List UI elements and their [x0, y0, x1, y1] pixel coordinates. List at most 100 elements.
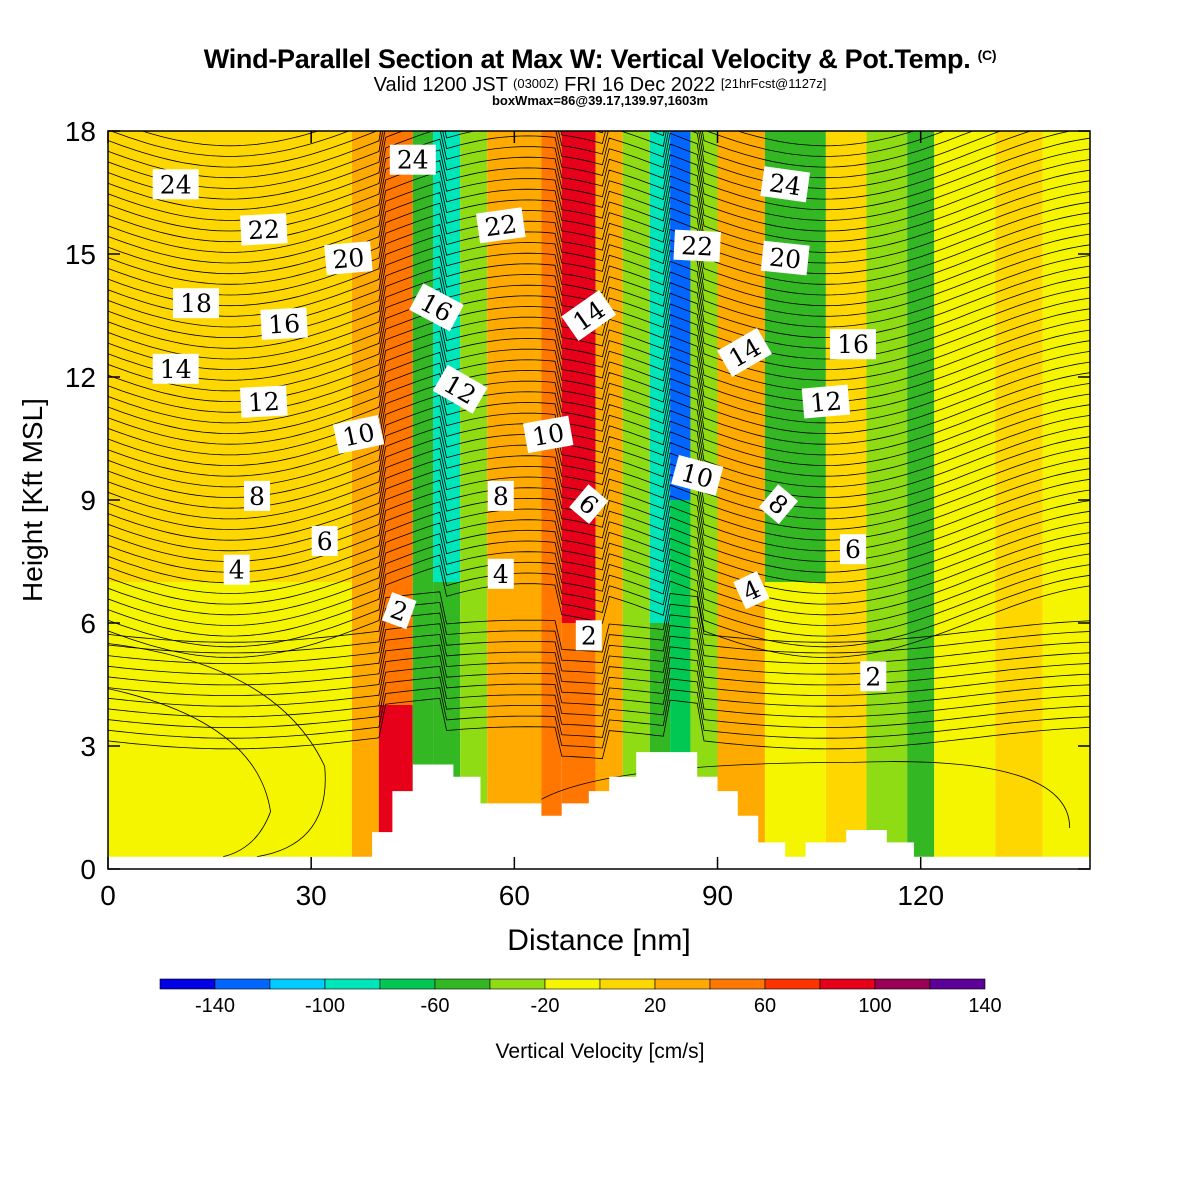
theta-contour	[108, 131, 1090, 211]
colorbar-swatch	[214, 978, 271, 990]
theta-contour	[108, 159, 1090, 253]
theta-contour	[108, 181, 1090, 275]
theta-contour	[108, 501, 1090, 594]
colorbar-tick-label: -20	[531, 995, 560, 1017]
theta-label-box	[432, 364, 488, 414]
theta-label-box	[487, 558, 514, 589]
theta-label-box	[332, 414, 385, 454]
theta-label-text: 10	[530, 418, 566, 452]
theta-label: 24	[152, 169, 199, 200]
velocity-cell	[825, 131, 867, 869]
theta-label-box	[244, 480, 270, 511]
theta-label-box	[522, 415, 574, 454]
x-tick-label: 0	[100, 880, 116, 911]
terrain-profile	[108, 752, 1090, 869]
y-tick-label: 15	[65, 239, 96, 270]
y-tick-label: 18	[65, 116, 96, 147]
theta-contour	[108, 202, 1090, 296]
theta-label-text: 2	[865, 662, 881, 691]
theta-contour	[108, 676, 1090, 738]
theta-label-box	[223, 554, 250, 585]
theta-label-text: 22	[681, 231, 714, 262]
theta-labels: 2422201816141210864224161222108461422210…	[152, 144, 887, 692]
theta-label: 10	[332, 414, 385, 454]
utc-time: (0300Z)	[513, 76, 559, 91]
theta-contour	[108, 373, 1090, 467]
theta-label: 2	[575, 620, 602, 651]
colorbar-swatch	[269, 978, 326, 990]
theta-label: 4	[733, 571, 770, 610]
theta-label-text: 22	[483, 209, 519, 242]
theta-label: 8	[487, 480, 514, 511]
theta-label-text: 8	[249, 482, 265, 511]
y-tick-label: 12	[65, 362, 96, 393]
y-axis-label: Height [Kft MSL]	[17, 398, 48, 602]
theta-label-text: 8	[493, 482, 509, 511]
theta-label-box	[152, 353, 199, 384]
theta-label: 20	[324, 241, 373, 276]
theta-contour	[108, 383, 1090, 477]
theta-contour	[108, 415, 1090, 509]
colorbar-swatch	[929, 978, 986, 990]
forecast-info: [21hrFcst@1127z]	[720, 76, 827, 91]
theta-contour	[108, 341, 1090, 435]
theta-label: 22	[475, 207, 526, 244]
theta-contour	[140, 131, 915, 147]
colorbar-swatch	[379, 978, 436, 990]
theta-label-text: 24	[767, 168, 803, 201]
theta-label-text: 14	[160, 355, 192, 384]
velocity-cell	[907, 131, 935, 869]
theta-label-box	[760, 166, 811, 203]
colorbar-swatch	[874, 978, 931, 990]
theta-contour	[108, 426, 1090, 520]
theta-label-box	[673, 229, 721, 262]
theta-label-box	[409, 283, 464, 332]
colorbar-label: Vertical Velocity [cm/s]	[496, 1040, 705, 1063]
colorbar-swatch	[764, 978, 821, 990]
theta-label-text: 12	[247, 387, 280, 418]
theta-label-box	[830, 329, 876, 360]
theta-label: 10	[671, 454, 724, 496]
y-tick-label: 0	[80, 854, 96, 885]
terrain	[108, 752, 1090, 869]
velocity-cell	[622, 131, 650, 869]
theta-contour	[108, 394, 1090, 488]
theta-label: 2	[381, 592, 417, 630]
theta-label-box	[760, 240, 810, 276]
theta-label: 8	[244, 480, 270, 511]
theta-label-box	[324, 241, 373, 276]
theta-label-text: 2	[581, 621, 597, 650]
colorbar-swatch	[819, 978, 876, 990]
theta-label: 2	[860, 661, 887, 692]
theta-label-text: 4	[229, 556, 245, 585]
theta-label: 10	[522, 415, 574, 454]
theta-label: 12	[240, 385, 288, 418]
y-tick-label: 9	[80, 485, 96, 516]
theta-contour	[108, 655, 1090, 717]
theta-contour	[108, 697, 1090, 760]
colorbar-tick-label: -100	[305, 995, 345, 1017]
theta-contour	[108, 351, 1090, 445]
velocity-cell	[412, 131, 434, 869]
theta-contour	[108, 490, 1090, 584]
axes: 0 30 60 90 120 0 3 6 9 12 15 18 Distance [nm] Height …	[17, 116, 1090, 957]
theta-contour	[108, 612, 1090, 674]
theta-contour	[108, 591, 1090, 653]
theta-contour	[108, 131, 1032, 189]
theta-label: 6	[311, 526, 338, 556]
colorbar-swatch	[434, 978, 491, 990]
theta-label-box	[569, 484, 609, 524]
velocity-cell	[995, 131, 1043, 869]
theta-label-box	[311, 526, 338, 556]
theta-contour	[108, 287, 1090, 381]
theta-contour	[108, 511, 1090, 605]
theta-label-box	[240, 213, 288, 246]
colorbar-swatch	[654, 978, 711, 990]
theta-contour	[108, 191, 1090, 285]
theta-label: 16	[830, 329, 876, 360]
theta-label: 22	[673, 229, 721, 262]
theta-contour	[108, 362, 1090, 456]
velocity-cell	[764, 582, 826, 869]
theta-contour	[108, 330, 1090, 424]
theta-label-box	[240, 385, 288, 418]
